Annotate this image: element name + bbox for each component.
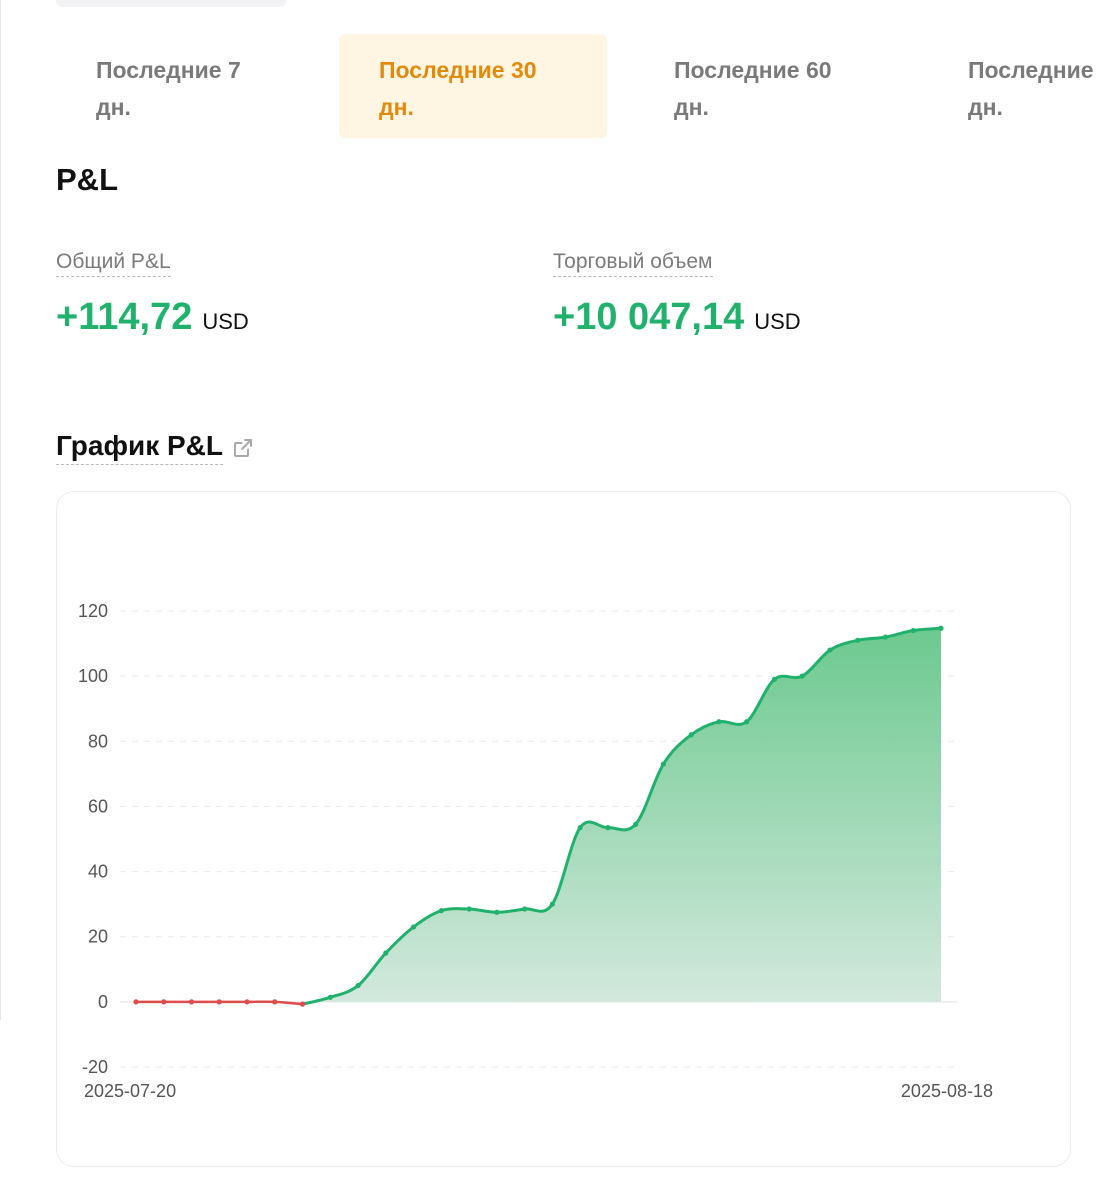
- x-tick-label-start: 2025-07-20: [84, 1081, 176, 1101]
- trading-volume-currency: USD: [754, 309, 801, 334]
- tab-last-60-days[interactable]: Последние 60 дн.: [634, 34, 904, 138]
- x-tick-label-end: 2025-08-18: [901, 1081, 993, 1101]
- external-link-icon[interactable]: [231, 436, 255, 460]
- data-point: [799, 673, 805, 679]
- pl-area-fill: [302, 628, 942, 1005]
- total-pl-label[interactable]: Общий P&L: [56, 250, 171, 277]
- left-divider: [0, 0, 1, 1020]
- data-point: [910, 627, 916, 634]
- data-point: [744, 719, 750, 725]
- data-point: [410, 924, 417, 930]
- data-point: [383, 950, 389, 956]
- tab-label-line1: Последние 7: [96, 57, 241, 83]
- data-point: [466, 906, 472, 912]
- data-point: [938, 625, 944, 631]
- data-point: [188, 999, 195, 1005]
- data-point: [882, 634, 889, 640]
- data-point: [855, 637, 861, 643]
- y-tick-label: 100: [78, 666, 108, 686]
- tab-last-30-days[interactable]: Последние 30 дн.: [339, 34, 607, 138]
- total-pl-amount: +114,72: [56, 296, 193, 338]
- total-pl-currency: USD: [202, 309, 249, 334]
- tab-label-line2: дн.: [674, 94, 709, 120]
- data-point: [716, 719, 722, 725]
- chart-heading-text: График P&L: [56, 430, 223, 465]
- trading-volume-amount: +10 047,14: [553, 296, 745, 338]
- data-point: [327, 994, 333, 1000]
- y-tick-label: 60: [88, 796, 108, 816]
- y-tick-label: -20: [82, 1057, 108, 1077]
- data-point: [494, 909, 500, 915]
- data-point: [355, 982, 361, 989]
- data-point: [133, 999, 139, 1005]
- data-point: [549, 901, 555, 907]
- pl-section-title: P&L: [56, 162, 118, 197]
- tab-label-line1: Последние: [968, 57, 1094, 83]
- tab-label-line2: дн.: [379, 94, 414, 120]
- data-point: [688, 732, 694, 738]
- trading-volume-label[interactable]: Торговый объем: [553, 250, 713, 277]
- tab-last-7-days[interactable]: Последние 7 дн.: [56, 34, 326, 138]
- y-tick-label: 20: [88, 927, 108, 947]
- tab-label-line1: Последние 60: [674, 57, 832, 83]
- data-point: [216, 999, 222, 1005]
- tab-label-line2: дн.: [96, 94, 131, 120]
- tab-label-line2: дн.: [968, 94, 1003, 120]
- data-point: [244, 999, 250, 1005]
- data-point: [633, 821, 639, 827]
- tab-last-n-days[interactable]: Последние дн.: [928, 34, 1097, 138]
- data-point: [827, 647, 833, 653]
- chart-heading[interactable]: График P&L: [56, 430, 255, 465]
- y-tick-label: 120: [78, 601, 108, 621]
- data-point: [272, 999, 278, 1005]
- y-tick-label: 80: [88, 731, 108, 751]
- y-tick-label: 0: [98, 992, 108, 1012]
- data-point: [522, 906, 528, 912]
- data-point: [605, 825, 611, 831]
- data-point: [299, 1001, 306, 1007]
- tab-label-line1: Последние 30: [379, 57, 537, 83]
- total-pl-value: +114,72 USD: [56, 296, 249, 339]
- data-point: [438, 908, 444, 914]
- data-point: [577, 825, 583, 831]
- top-control-stub: [56, 0, 286, 7]
- data-point: [660, 761, 667, 767]
- y-tick-label: 40: [88, 862, 108, 882]
- data-point: [771, 676, 778, 683]
- trading-volume-value: +10 047,14 USD: [553, 296, 801, 339]
- data-point: [161, 999, 167, 1005]
